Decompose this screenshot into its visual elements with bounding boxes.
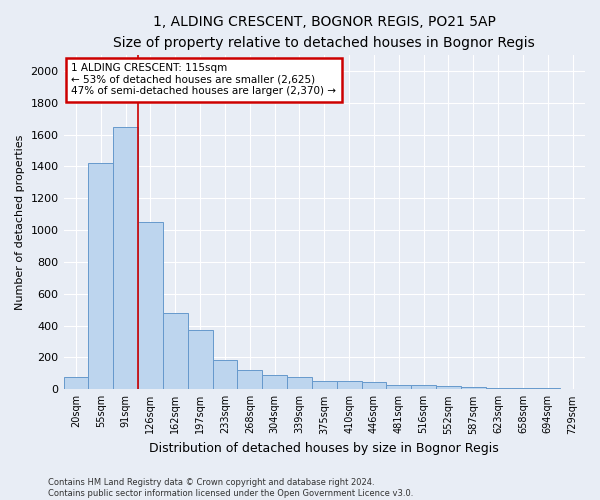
X-axis label: Distribution of detached houses by size in Bognor Regis: Distribution of detached houses by size … bbox=[149, 442, 499, 455]
Bar bbox=[436, 386, 461, 390]
Bar bbox=[411, 386, 436, 390]
Bar bbox=[163, 313, 188, 390]
Bar bbox=[511, 388, 535, 390]
Bar bbox=[138, 222, 163, 390]
Text: Contains HM Land Registry data © Crown copyright and database right 2024.
Contai: Contains HM Land Registry data © Crown c… bbox=[48, 478, 413, 498]
Bar bbox=[386, 384, 411, 390]
Bar bbox=[262, 375, 287, 390]
Bar bbox=[64, 378, 88, 390]
Text: 1 ALDING CRESCENT: 115sqm
← 53% of detached houses are smaller (2,625)
47% of se: 1 ALDING CRESCENT: 115sqm ← 53% of detac… bbox=[71, 64, 337, 96]
Bar bbox=[535, 388, 560, 390]
Title: 1, ALDING CRESCENT, BOGNOR REGIS, PO21 5AP
Size of property relative to detached: 1, ALDING CRESCENT, BOGNOR REGIS, PO21 5… bbox=[113, 15, 535, 50]
Bar bbox=[337, 382, 362, 390]
Bar bbox=[212, 360, 238, 390]
Bar bbox=[238, 370, 262, 390]
Bar bbox=[287, 376, 312, 390]
Y-axis label: Number of detached properties: Number of detached properties bbox=[15, 134, 25, 310]
Bar bbox=[88, 163, 113, 390]
Bar bbox=[188, 330, 212, 390]
Bar bbox=[560, 388, 585, 390]
Bar bbox=[362, 382, 386, 390]
Bar bbox=[113, 126, 138, 390]
Bar bbox=[312, 380, 337, 390]
Bar bbox=[461, 387, 485, 390]
Bar bbox=[485, 388, 511, 390]
